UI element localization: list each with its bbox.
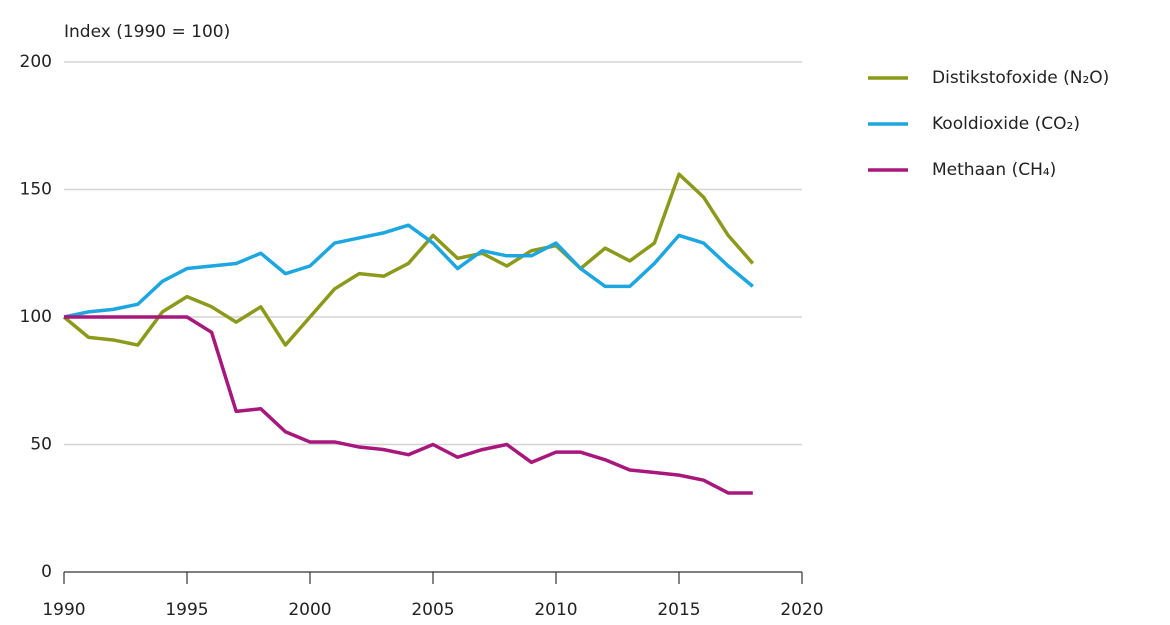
x-tick-label: 2010 — [534, 600, 577, 620]
y-axis-label: Index (1990 = 100) — [64, 22, 230, 42]
y-tick-label: 150 — [20, 180, 52, 200]
x-tick-label: 1995 — [165, 600, 208, 620]
legend-label: Distikstofoxide (N₂O) — [932, 68, 1109, 88]
data-line — [63, 223, 754, 319]
x-tick-label: 1990 — [42, 600, 85, 620]
x-tick-label: 2020 — [780, 600, 823, 620]
data-line — [62, 172, 755, 347]
y-tick-label: 200 — [20, 52, 52, 72]
y-tick-label: 0 — [41, 562, 52, 582]
x-tick-label: 2000 — [288, 600, 331, 620]
y-tick-label: 100 — [20, 307, 52, 327]
x-tick-label: 2005 — [411, 600, 454, 620]
legend-label: Methaan (CH₄) — [932, 160, 1056, 180]
y-tick-label: 50 — [30, 435, 52, 455]
data-line — [64, 315, 753, 495]
legend-label: Kooldioxide (CO₂) — [932, 114, 1080, 134]
x-tick-label: 2015 — [657, 600, 700, 620]
